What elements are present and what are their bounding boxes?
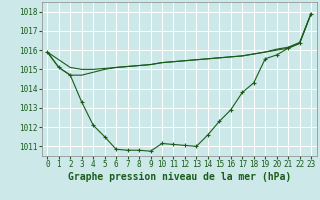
X-axis label: Graphe pression niveau de la mer (hPa): Graphe pression niveau de la mer (hPa) — [68, 172, 291, 182]
